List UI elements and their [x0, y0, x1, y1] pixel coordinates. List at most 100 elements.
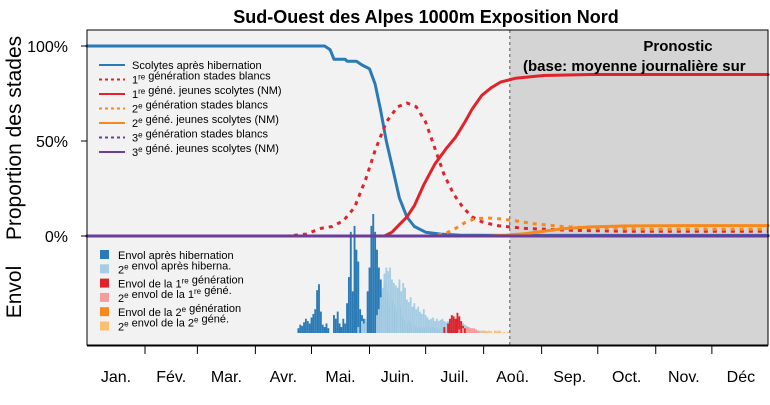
- flight-bar: [434, 321, 436, 333]
- ylabel-bottom: Envol: [3, 266, 26, 319]
- flight-bar: [357, 327, 360, 333]
- flight-bar: [402, 283, 405, 333]
- y-tick-label: 100%: [27, 39, 68, 56]
- flight-bar: [314, 309, 317, 333]
- flight-bar: [347, 277, 350, 333]
- flight-bar: [346, 303, 348, 333]
- legend-stage-label: 3e génération stades blancs: [132, 129, 268, 145]
- flight-bar: [422, 309, 425, 333]
- flight-bar: [381, 287, 384, 333]
- month-label: Jan.: [101, 369, 131, 386]
- flight-bar: [303, 322, 305, 333]
- flight-bar: [318, 284, 320, 333]
- flight-bar: [355, 249, 358, 333]
- flight-bar: [368, 267, 371, 333]
- legend-square-swatch: [100, 250, 109, 259]
- flight-bar: [458, 329, 461, 333]
- flight-bar: [458, 316, 461, 333]
- flight-bar: [439, 319, 442, 333]
- plot-frame: [86, 29, 769, 346]
- month-label: Juin.: [381, 369, 415, 386]
- flight-bar: [405, 299, 408, 333]
- flight-bar: [336, 311, 339, 333]
- legend-square-swatch: [100, 278, 109, 288]
- flight-bar: [342, 318, 345, 333]
- legend-flight-label: Envol après hibernation: [118, 250, 234, 262]
- flight-bar: [310, 317, 313, 333]
- prognosis-title: Pronostic: [643, 38, 712, 55]
- chart-title: Sud-Ouest des Alpes 1000m Exposition Nor…: [233, 7, 618, 27]
- flight-bar: [420, 313, 423, 333]
- flight-bar: [316, 290, 319, 333]
- flight-bar: [361, 321, 363, 333]
- flight-bar: [357, 261, 360, 333]
- month-label: Sep.: [553, 369, 586, 386]
- flight-bar: [452, 316, 455, 333]
- line-gen1_young: [85, 73, 770, 238]
- flight-bar: [340, 327, 343, 333]
- flight-bar: [471, 328, 474, 333]
- flight-bar: [400, 291, 403, 333]
- legend-square-swatch: [100, 292, 109, 302]
- flight-bar: [364, 318, 367, 333]
- flight-bar: [306, 321, 309, 333]
- legend-stage-label: Scolytes après hibernation: [132, 60, 262, 72]
- flight-bar: [480, 331, 483, 333]
- flight-bar: [333, 315, 335, 333]
- flight-bar: [374, 231, 377, 333]
- flight-bar: [297, 328, 300, 333]
- month-label: Aoû.: [496, 369, 529, 386]
- flight-bar: [383, 273, 386, 333]
- flight-bar: [362, 323, 365, 333]
- flight-bars: [297, 214, 509, 333]
- month-label: Nov.: [668, 369, 700, 386]
- legend-flight-label: 2e envol de la 2e géné.: [118, 314, 229, 334]
- flight-bar: [396, 287, 399, 333]
- flight-bar: [441, 318, 444, 333]
- flight-bar: [413, 303, 416, 333]
- flight-bar: [478, 330, 481, 333]
- flight-bar: [497, 330, 500, 333]
- stage-lines: [85, 44, 770, 238]
- legend-flight-label: Envol de la 2e génération: [118, 303, 241, 319]
- flight-bar: [430, 318, 433, 333]
- legend-flight-label: 2e envol de la 1re géné.: [118, 285, 232, 305]
- prognosis-region: [509, 30, 768, 345]
- flight-bar: [419, 311, 421, 333]
- legend-square-swatch: [100, 264, 109, 274]
- ylabel-top: Proportion des stades: [3, 36, 26, 240]
- flight-bar: [424, 315, 427, 333]
- flight-bar: [409, 297, 412, 333]
- flight-bar: [353, 225, 356, 333]
- flight-bar: [370, 225, 373, 333]
- flight-bar: [366, 291, 369, 333]
- y-tick-label: 0%: [45, 229, 68, 246]
- flight-bar: [319, 311, 322, 333]
- legend-flight-label: Envol de la 1re génération: [118, 275, 244, 291]
- flight-bar: [467, 327, 470, 333]
- legend-stage-label: 1re génération stades blancs: [132, 71, 271, 87]
- axes: 0% 50% 100% Jan. Fév. Mar. Avr. Mai. Juin. Juil. A…: [27, 29, 769, 386]
- flight-bar: [338, 323, 341, 333]
- legend-stage-label: 2e géné. jeunes scolytes (NM): [132, 114, 279, 130]
- legend-square-swatch: [100, 307, 109, 317]
- flight-bar: [407, 302, 410, 333]
- flight-bar: [417, 306, 420, 333]
- flight-bar: [389, 267, 392, 333]
- flight-bar: [391, 279, 393, 333]
- flight-bar: [334, 318, 337, 333]
- flight-bar: [495, 331, 498, 333]
- flight-bar: [486, 331, 489, 333]
- legend-stage-label: 3e géné. jeunes scolytes (NM): [132, 143, 279, 159]
- flight-bar: [493, 330, 496, 333]
- month-label: Juil.: [440, 369, 468, 386]
- flight-bar: [428, 319, 431, 333]
- flight-bar: [359, 309, 362, 333]
- plot-panel: [87, 30, 768, 345]
- flight-bar: [484, 330, 487, 333]
- flight-bar: [465, 327, 468, 333]
- flight-bar: [312, 313, 315, 333]
- flight-bar: [299, 324, 302, 333]
